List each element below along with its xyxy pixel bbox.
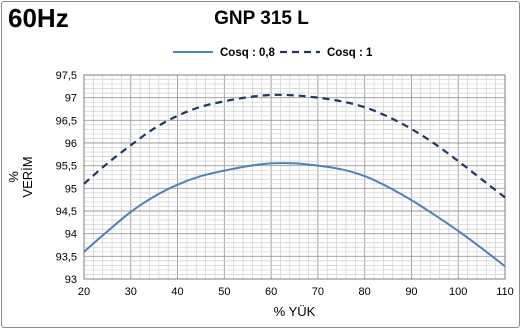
frequency-label: 60Hz (8, 3, 69, 33)
chart-title: GNP 315 L (214, 8, 309, 29)
x-tick-label: 30 (125, 286, 137, 298)
y-tick-label: 97,5 (56, 70, 77, 82)
y-tick-label: 95,5 (56, 161, 77, 173)
x-tick-label: 90 (405, 286, 417, 298)
y-tick-label: 94 (65, 229, 77, 241)
plot-area-border (83, 74, 506, 280)
series-layer (83, 93, 506, 268)
x-axis-title: % YÜK (274, 304, 316, 319)
y-axis-title-line-1: % (6, 171, 21, 183)
x-tick-label: 70 (312, 286, 324, 298)
y-tick-label: 96,5 (56, 115, 77, 127)
y-tick-label: 97 (65, 93, 77, 105)
y-tick-label: 94,5 (56, 206, 77, 218)
y-tick-label: 96 (65, 138, 77, 150)
y-tick-label: 95 (65, 183, 77, 195)
x-tick-label: 110 (496, 286, 514, 298)
y-axis-title-line-2: VERİM (20, 156, 35, 197)
legend-label-cosq-1: Cosq : 1 (327, 47, 373, 59)
series-line-cosq-1 (83, 93, 506, 199)
y-tick-label: 93,5 (56, 251, 77, 263)
x-tick-label: 80 (359, 286, 371, 298)
x-tick-label: 100 (449, 286, 467, 298)
legend-label-cosq-0-8: Cosq : 0,8 (220, 47, 276, 59)
legend: Cosq : 0,8 Cosq : 1 (173, 47, 373, 59)
series-line-cosq-0-8 (83, 162, 506, 268)
x-tick-label: 40 (171, 286, 183, 298)
x-axis-ticks: 20 30 40 50 60 70 80 90 100 110 (78, 286, 514, 298)
x-tick-label: 20 (78, 286, 90, 298)
y-tick-label: 93 (65, 274, 77, 286)
x-tick-label: 50 (218, 286, 230, 298)
grid (83, 74, 506, 280)
x-tick-label: 60 (265, 286, 277, 298)
y-axis-ticks: 93 93,5 94 94,5 95 95,5 96 96,5 97 97,5 (56, 70, 77, 286)
